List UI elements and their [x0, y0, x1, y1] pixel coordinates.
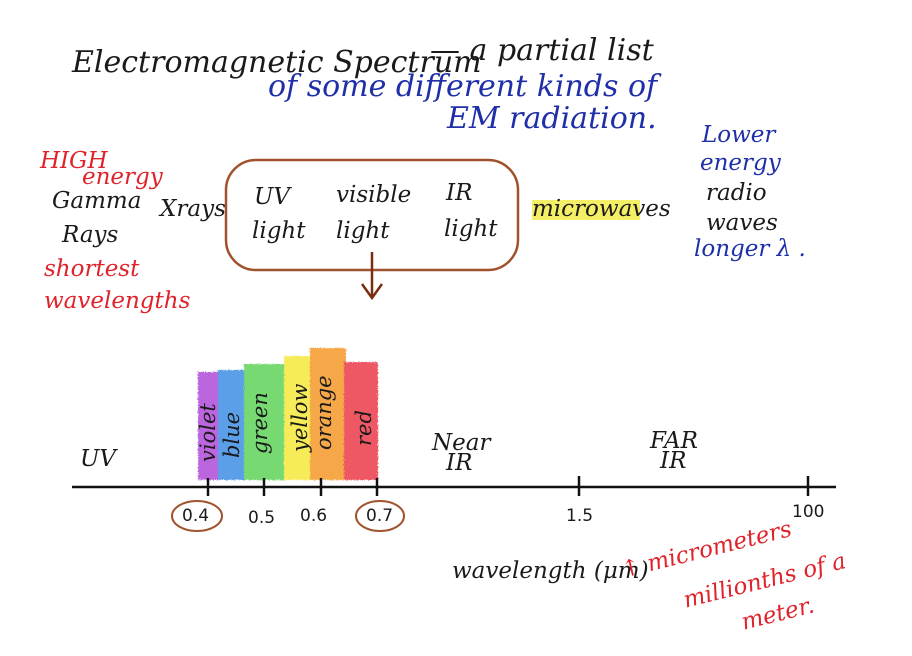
circle-0.4	[171, 500, 223, 532]
wavelengths-label: wavelengths	[44, 288, 191, 314]
title-line2: — a partial list	[430, 33, 654, 68]
band-red	[344, 362, 378, 480]
ir-band-label: IR	[446, 180, 473, 206]
band-green	[244, 364, 284, 480]
axis-uv-label: UV	[80, 446, 116, 472]
color-label-violet: violet	[196, 403, 220, 462]
color-label-orange: orange	[312, 375, 336, 450]
radio-label: radio	[706, 180, 767, 206]
ir-band-light: light	[444, 216, 498, 242]
tick-label-0.6: 0.6	[300, 506, 328, 526]
gamma-label: Gamma	[52, 188, 142, 214]
tick-label-1.5: 1.5	[566, 506, 594, 526]
microwaves-highlight	[532, 200, 640, 220]
waves-label: waves	[706, 210, 778, 236]
near-ir-line1: Near	[432, 430, 491, 456]
near-ir-line2: IR	[446, 450, 473, 476]
title-line4: EM radiation.	[447, 101, 657, 136]
energy-label: energy	[82, 164, 163, 190]
microwaves-label: microwaves	[532, 196, 671, 222]
band-yellow	[284, 356, 312, 480]
lower-energy-label: energy	[700, 150, 781, 176]
xrays-label: Xrays	[160, 196, 226, 222]
tick-label-100: 100	[792, 502, 825, 522]
tick-label-0.4: 0.4	[182, 506, 210, 526]
far-ir-line2: IR	[660, 448, 687, 474]
color-label-green: green	[248, 392, 272, 454]
title-line3: of some different kinds of	[268, 69, 658, 104]
band-blue	[218, 370, 244, 480]
down-arrow-head	[360, 283, 384, 301]
high-label: HIGH	[40, 148, 108, 174]
color-label-yellow: yellow	[288, 383, 312, 452]
rays-label: Rays	[62, 222, 119, 248]
circle-0.7	[355, 500, 405, 532]
far-ir-line1: FAR	[650, 428, 698, 454]
tick-label-0.5: 0.5	[248, 508, 276, 528]
lower-label: Lower	[702, 122, 776, 148]
tick-label-0.7: 0.7	[366, 506, 394, 526]
band-violet	[198, 372, 220, 480]
color-label-red: red	[352, 410, 376, 446]
uv-band-label: UV	[254, 184, 290, 210]
uv-band-light: light	[252, 218, 306, 244]
band-orange	[310, 348, 346, 480]
color-label-blue: blue	[220, 411, 244, 458]
visible-band-label: visible	[336, 182, 412, 208]
longer-label: longer λ .	[694, 236, 806, 262]
visible-band-light: light	[336, 218, 390, 244]
title-line1: Electromagnetic Spectrum	[72, 45, 482, 80]
axis-xlabel: wavelength (μm)	[452, 558, 649, 584]
shortest-label: shortest	[44, 256, 140, 282]
